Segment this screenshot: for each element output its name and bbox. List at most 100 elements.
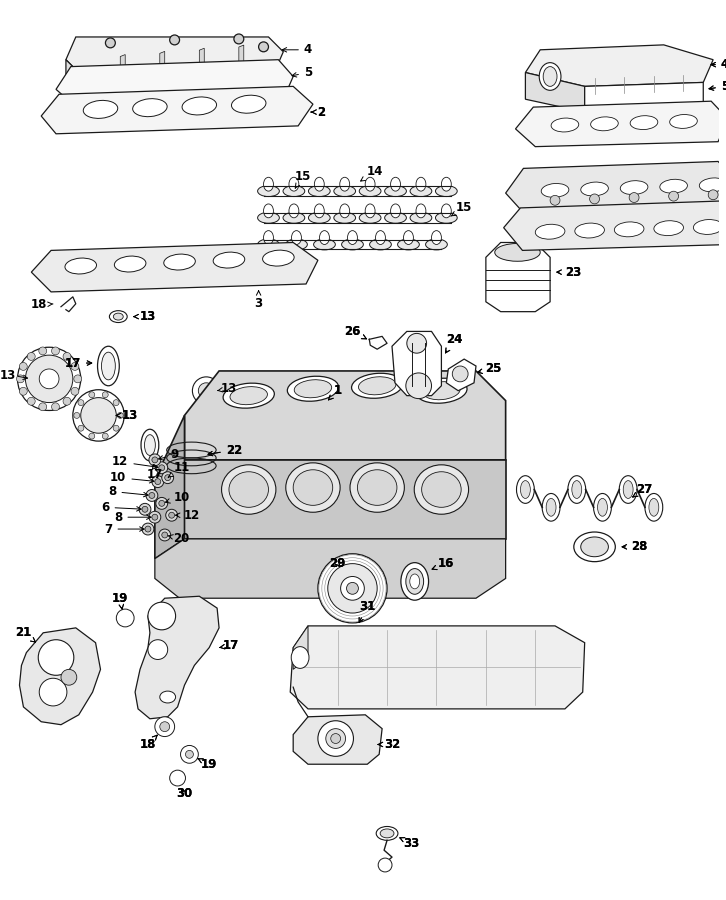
Text: 23: 23 [557, 266, 581, 279]
Circle shape [155, 479, 160, 484]
Text: 3: 3 [255, 291, 263, 310]
Circle shape [185, 751, 193, 759]
Ellipse shape [521, 481, 530, 499]
Ellipse shape [289, 204, 299, 218]
Polygon shape [584, 83, 703, 112]
Circle shape [17, 347, 81, 410]
Text: 22: 22 [208, 444, 242, 456]
Text: 13: 13 [134, 310, 156, 323]
Text: 1: 1 [328, 384, 342, 400]
Text: 31: 31 [359, 599, 375, 623]
Ellipse shape [365, 204, 375, 218]
Text: 8: 8 [114, 510, 151, 524]
Circle shape [78, 400, 84, 406]
Circle shape [326, 729, 346, 749]
Circle shape [105, 38, 115, 48]
Circle shape [142, 507, 148, 512]
Polygon shape [155, 539, 505, 599]
Circle shape [118, 412, 123, 418]
Text: 13: 13 [116, 409, 138, 422]
Text: 7: 7 [105, 523, 144, 536]
Text: 13: 13 [134, 310, 156, 323]
Text: 18: 18 [31, 298, 53, 311]
Text: 12: 12 [112, 455, 158, 469]
Ellipse shape [232, 95, 266, 113]
Polygon shape [184, 371, 505, 460]
Ellipse shape [431, 230, 441, 245]
Text: 14: 14 [361, 165, 383, 181]
Ellipse shape [359, 185, 381, 196]
Ellipse shape [348, 230, 357, 245]
Ellipse shape [546, 499, 556, 517]
Circle shape [78, 425, 84, 431]
Text: 17: 17 [65, 356, 91, 370]
Circle shape [38, 347, 46, 355]
Circle shape [149, 511, 160, 523]
Ellipse shape [314, 239, 335, 250]
Circle shape [102, 392, 108, 398]
Polygon shape [121, 55, 125, 73]
Text: 26: 26 [344, 325, 367, 339]
Ellipse shape [423, 382, 460, 400]
Text: 16: 16 [432, 557, 454, 570]
Circle shape [331, 734, 340, 743]
Ellipse shape [370, 239, 391, 250]
Text: 4: 4 [282, 43, 312, 57]
Circle shape [156, 498, 168, 509]
Circle shape [165, 474, 171, 481]
Ellipse shape [287, 376, 338, 401]
Polygon shape [66, 37, 283, 75]
Ellipse shape [314, 177, 325, 191]
Circle shape [20, 363, 28, 371]
Ellipse shape [319, 230, 330, 245]
Ellipse shape [102, 352, 115, 380]
Polygon shape [184, 460, 505, 539]
Circle shape [63, 397, 71, 405]
Circle shape [159, 500, 165, 507]
Ellipse shape [264, 230, 274, 245]
Circle shape [17, 375, 25, 382]
Text: 10: 10 [110, 472, 154, 484]
Ellipse shape [229, 472, 269, 508]
Circle shape [89, 433, 95, 439]
Ellipse shape [574, 532, 616, 562]
Ellipse shape [141, 429, 159, 461]
Ellipse shape [416, 177, 426, 191]
Circle shape [708, 190, 718, 200]
Circle shape [113, 425, 119, 431]
Ellipse shape [425, 239, 447, 250]
Circle shape [192, 377, 220, 404]
Ellipse shape [264, 204, 274, 218]
Circle shape [145, 526, 151, 532]
Text: 12: 12 [176, 508, 200, 522]
Ellipse shape [597, 499, 608, 517]
Ellipse shape [221, 464, 276, 514]
Text: 23: 23 [557, 266, 581, 279]
Ellipse shape [630, 116, 658, 130]
Ellipse shape [494, 244, 540, 261]
Text: 13: 13 [116, 409, 138, 422]
Circle shape [25, 356, 73, 402]
Ellipse shape [342, 239, 363, 250]
Ellipse shape [401, 562, 428, 600]
Polygon shape [135, 596, 219, 719]
Polygon shape [66, 59, 81, 104]
Ellipse shape [258, 185, 280, 196]
Circle shape [452, 366, 468, 382]
Polygon shape [81, 75, 274, 104]
Ellipse shape [385, 185, 407, 196]
Polygon shape [290, 626, 584, 709]
Circle shape [170, 35, 179, 45]
Text: 10: 10 [166, 491, 189, 504]
Text: 20: 20 [168, 533, 189, 545]
Circle shape [73, 390, 124, 441]
Text: 27: 27 [633, 483, 652, 497]
Ellipse shape [113, 313, 123, 320]
Text: 19: 19 [198, 758, 217, 770]
Circle shape [156, 462, 168, 473]
Circle shape [159, 464, 165, 471]
Ellipse shape [516, 476, 534, 503]
Ellipse shape [572, 481, 582, 499]
Ellipse shape [416, 204, 426, 218]
Ellipse shape [340, 177, 350, 191]
